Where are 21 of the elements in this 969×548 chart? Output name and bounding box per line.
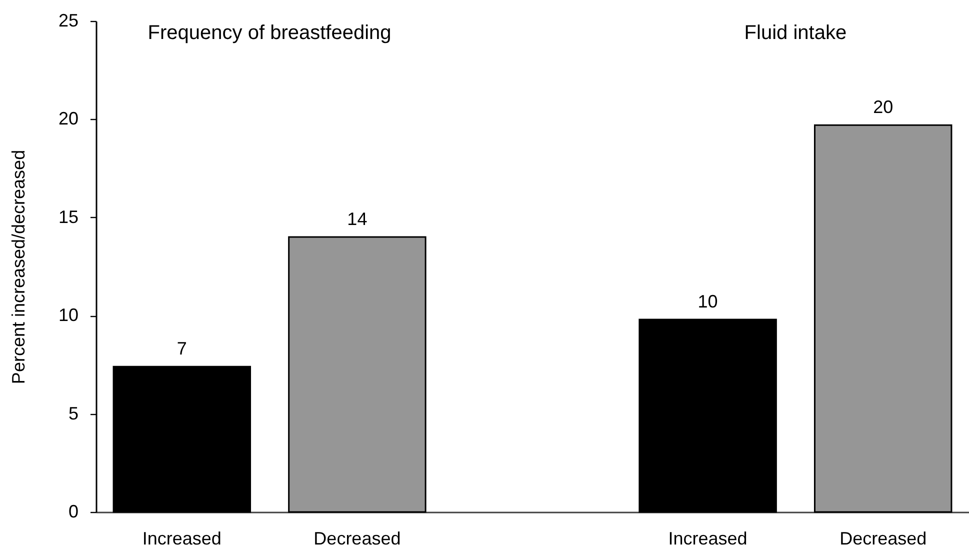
data-label: 14 [347,209,368,230]
data-label: 20 [873,97,894,118]
data-label: 7 [176,338,187,359]
bar [814,124,952,513]
y-tick-label: 5 [68,403,78,424]
bar [638,318,777,513]
y-tick-label: 20 [58,108,78,129]
x-tick-label: Increased [142,528,222,548]
y-tick-label: 25 [58,10,78,30]
x-tick-label: Decreased [314,528,401,548]
y-tick-label: 10 [58,305,78,326]
data-label: 10 [698,292,718,312]
x-tick-label: Increased [668,528,748,548]
bar [288,236,426,513]
y-tick-label: 0 [68,502,78,522]
bar [112,366,252,513]
y-axis-title: Percent increased/decreased [8,150,28,384]
x-tick-label: Decreased [840,528,927,548]
annotation: Frequency of breastfeeding [148,22,392,44]
annotation: Fluid intake [744,22,847,44]
y-tick-label: 15 [58,206,78,227]
